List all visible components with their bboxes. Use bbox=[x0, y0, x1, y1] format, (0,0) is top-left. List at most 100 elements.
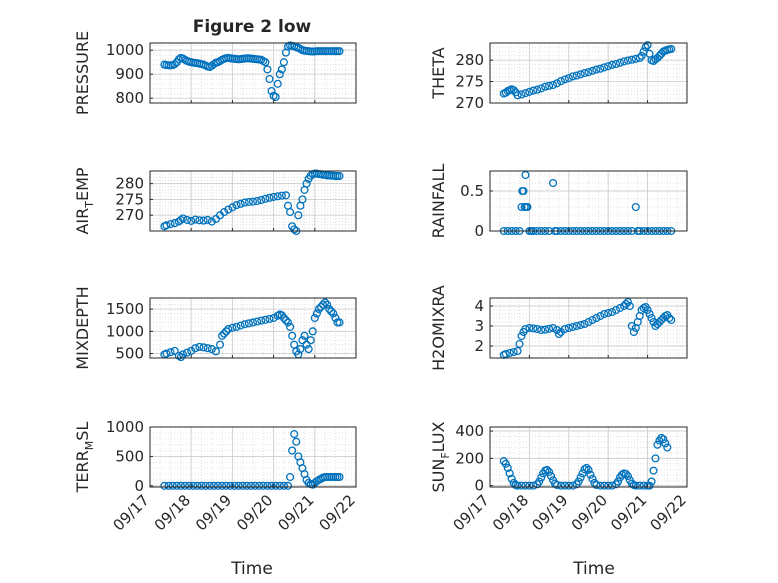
data-point bbox=[584, 68, 593, 77]
data-point bbox=[596, 481, 605, 490]
y-tick-label: 900 bbox=[115, 65, 144, 83]
data-point bbox=[238, 481, 247, 490]
data-point bbox=[665, 313, 674, 323]
data-point bbox=[323, 300, 332, 309]
data-point bbox=[541, 325, 550, 334]
data-point bbox=[224, 205, 233, 214]
y-tick-label: 800 bbox=[115, 89, 144, 107]
data-point bbox=[251, 481, 260, 490]
x-axis-label-left: Time bbox=[230, 559, 273, 579]
data-point bbox=[653, 440, 662, 449]
data-point bbox=[236, 199, 245, 208]
data-point bbox=[162, 349, 171, 358]
data-point bbox=[645, 309, 654, 319]
data-point bbox=[617, 470, 627, 479]
data-point bbox=[304, 345, 313, 354]
data-point bbox=[517, 202, 526, 212]
data-point bbox=[515, 339, 524, 349]
y-axis-label: AIRTEMP bbox=[73, 167, 96, 234]
data-point bbox=[621, 469, 630, 479]
data-point bbox=[627, 55, 636, 64]
data-point bbox=[612, 305, 621, 315]
data-point bbox=[335, 172, 344, 181]
data-point bbox=[259, 481, 268, 490]
data-point bbox=[513, 346, 522, 356]
data-point bbox=[281, 191, 291, 200]
data-point bbox=[625, 301, 634, 311]
data-point bbox=[197, 481, 206, 490]
data-point bbox=[269, 313, 278, 323]
data-point bbox=[325, 305, 334, 314]
data-point bbox=[288, 446, 297, 455]
data-point bbox=[584, 465, 593, 475]
data-point bbox=[537, 84, 546, 93]
y-axis-label: SUNFLUX bbox=[429, 421, 452, 492]
data-point bbox=[314, 305, 323, 314]
y-tick-label: 280 bbox=[455, 51, 484, 69]
data-point bbox=[580, 465, 589, 474]
data-point bbox=[582, 463, 591, 472]
data-point bbox=[271, 481, 280, 490]
data-point bbox=[645, 481, 654, 490]
data-point bbox=[547, 472, 556, 481]
data-point bbox=[501, 459, 510, 468]
y-axis-label: PRESSURE bbox=[73, 31, 92, 115]
data-point bbox=[290, 225, 299, 234]
data-point bbox=[308, 327, 317, 336]
data-point bbox=[600, 481, 609, 490]
data-point bbox=[329, 309, 338, 318]
data-point bbox=[271, 92, 280, 102]
data-point bbox=[207, 217, 216, 226]
data-point bbox=[222, 327, 231, 336]
data-point bbox=[335, 472, 344, 482]
data-point bbox=[335, 47, 344, 56]
data-point bbox=[552, 480, 562, 490]
y-tick-label: 0 bbox=[474, 222, 484, 240]
y-tick-label: 1500 bbox=[106, 300, 144, 318]
data-point bbox=[335, 318, 344, 327]
data-point bbox=[596, 311, 605, 321]
data-point bbox=[248, 197, 258, 206]
data-point bbox=[588, 474, 597, 483]
y-tick-label: 1000 bbox=[106, 41, 144, 59]
data-point bbox=[218, 331, 227, 340]
data-point bbox=[183, 348, 192, 357]
data-point bbox=[321, 298, 330, 307]
data-point bbox=[312, 309, 321, 318]
y-tick-label: 500 bbox=[115, 345, 144, 363]
data-point bbox=[162, 221, 171, 230]
data-point bbox=[564, 323, 573, 333]
data-point bbox=[230, 481, 239, 490]
data-point bbox=[232, 322, 241, 331]
data-point bbox=[537, 473, 546, 482]
y-tick-label: 400 bbox=[455, 422, 484, 440]
data-point bbox=[576, 70, 585, 79]
data-point bbox=[560, 324, 569, 334]
data-point bbox=[203, 215, 212, 224]
data-point bbox=[269, 192, 278, 201]
data-point bbox=[263, 481, 272, 490]
data-point bbox=[663, 443, 672, 452]
data-point bbox=[643, 305, 652, 315]
data-point bbox=[222, 481, 231, 490]
data-point bbox=[273, 79, 282, 88]
data-point bbox=[207, 345, 216, 354]
data-point bbox=[631, 202, 640, 212]
axes-box bbox=[489, 170, 688, 232]
data-point bbox=[623, 472, 632, 481]
data-point bbox=[185, 481, 194, 490]
data-point bbox=[513, 481, 522, 490]
data-point bbox=[164, 481, 173, 490]
y-tick-label: 3 bbox=[474, 317, 484, 335]
y-axis-label: MIXDEPTH bbox=[73, 286, 92, 369]
data-point bbox=[545, 324, 554, 333]
data-point bbox=[509, 347, 518, 357]
data-point bbox=[584, 317, 593, 327]
data-point bbox=[277, 191, 286, 200]
data-point bbox=[667, 315, 676, 325]
data-point bbox=[168, 481, 177, 490]
data-point bbox=[240, 198, 249, 207]
data-point bbox=[588, 315, 597, 325]
data-point bbox=[525, 87, 534, 96]
